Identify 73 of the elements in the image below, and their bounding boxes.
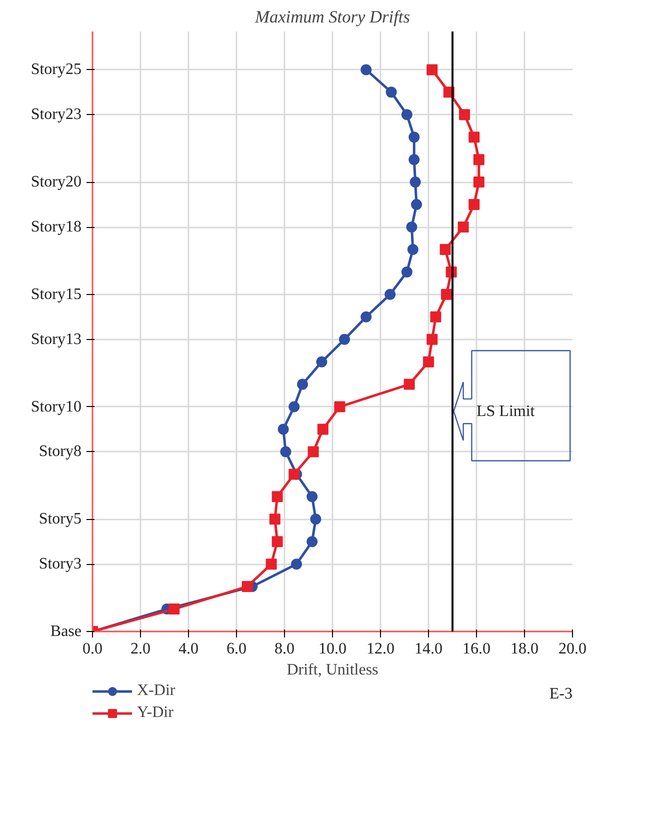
point	[410, 176, 421, 188]
legend-label: Y-Dir	[137, 704, 174, 722]
point	[407, 244, 418, 255]
y-tick-label: Story20	[30, 174, 82, 191]
point	[360, 64, 372, 76]
point	[278, 424, 289, 435]
point	[386, 86, 397, 98]
point	[401, 109, 412, 120]
y-tick-label: Story23	[30, 106, 82, 124]
point	[291, 558, 302, 570]
point	[426, 334, 438, 345]
point	[266, 558, 277, 570]
x-tick-label: 16.0	[462, 640, 490, 658]
point	[384, 288, 396, 300]
x-tick-label: 14.0	[414, 640, 442, 658]
point	[408, 154, 420, 166]
point	[441, 288, 452, 300]
x-tick-label: 6.0	[226, 640, 246, 658]
point	[459, 109, 470, 120]
point	[308, 446, 319, 458]
point	[411, 199, 422, 210]
point	[242, 581, 253, 592]
x-tick-label: 20.0	[558, 640, 586, 658]
point	[473, 154, 484, 166]
ref-line-label: LS Limit	[476, 402, 536, 420]
point	[404, 378, 415, 390]
y-tick-label: Story10	[30, 398, 82, 416]
y-tick-label: Story5	[38, 510, 82, 528]
y-tick-label: Story8	[38, 443, 82, 460]
point	[408, 132, 420, 143]
point	[280, 446, 292, 458]
point	[288, 468, 300, 480]
point	[306, 536, 318, 548]
x-tick-label: 18.0	[510, 640, 538, 658]
point	[426, 64, 438, 76]
x-tick-label: 4.0	[178, 640, 198, 658]
point	[168, 604, 180, 615]
text: E-3	[549, 686, 573, 702]
point	[430, 311, 442, 322]
legend-label: X-Dir	[137, 682, 176, 700]
y-tick-label: Story15	[30, 286, 82, 303]
x-tick-label: 2.0	[130, 640, 150, 658]
y-tick-label: Story13	[30, 330, 82, 348]
point	[306, 491, 318, 502]
point	[339, 334, 350, 345]
point	[288, 401, 300, 412]
point	[468, 199, 480, 210]
chart-title: Maximum Story Drifts	[254, 8, 410, 26]
point	[423, 356, 434, 368]
y-tick-label: Base	[50, 623, 82, 640]
point	[316, 356, 328, 368]
point	[269, 514, 280, 525]
point	[473, 176, 484, 188]
point	[272, 491, 283, 502]
y-tick-label: Story25	[30, 61, 82, 78]
point	[360, 311, 372, 322]
point	[272, 536, 283, 548]
point	[406, 222, 418, 232]
x-tick-label: 10.0	[318, 640, 346, 658]
point	[317, 424, 328, 435]
point	[458, 222, 469, 233]
x-tick-label: 12.0	[366, 640, 394, 658]
point	[401, 266, 412, 278]
x-tick-label: 8.0	[274, 640, 294, 658]
point	[297, 378, 308, 390]
point	[440, 244, 451, 255]
y-tick-label: Story18	[30, 218, 82, 236]
point	[310, 514, 322, 525]
x-axis-title: Drift, Unitless	[286, 662, 378, 678]
y-tick-label: Story3	[38, 556, 82, 573]
point	[334, 401, 346, 412]
x-tick-label: 0.0	[82, 640, 102, 658]
point	[468, 132, 480, 143]
